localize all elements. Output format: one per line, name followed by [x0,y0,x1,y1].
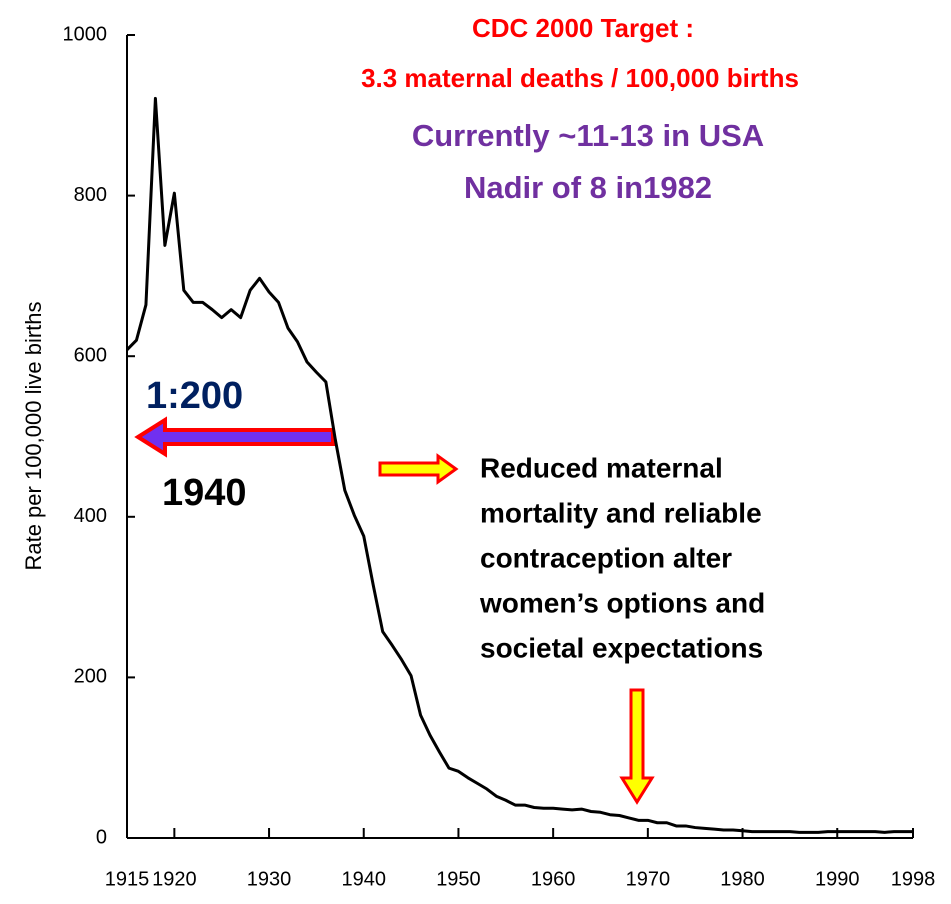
x-tick-label: 1915 [105,868,150,890]
annotation: women’s options and [479,587,765,618]
annotation: Currently ~11-13 in USA [412,118,764,153]
annotation: mortality and reliable [480,497,762,528]
annotation: 1:200 [146,375,243,417]
arrows [134,416,655,805]
data-line [125,96,913,834]
y-tick-label: 400 [74,505,107,527]
x-tick-label: 1940 [341,868,386,890]
x-tick-label: 1998 [891,868,936,890]
x-tick-label: 1930 [247,868,292,890]
right-arrow [378,453,459,485]
y-tick-label: 600 [74,344,107,366]
annotation: 1940 [162,472,247,514]
y-tick-label: 200 [74,666,107,688]
y-tick-label: 800 [74,184,107,206]
left-arrow [134,416,335,458]
annotation: 3.3 maternal deaths / 100,000 births [361,63,799,93]
y-tick-label: 0 [96,826,107,848]
x-tick-label: 1970 [626,868,671,890]
y-tick-label: 1000 [63,23,108,45]
down-arrow [619,688,655,805]
axes [126,35,913,839]
annotation: contraception alter [480,542,732,573]
x-tick-label: 1920 [152,868,197,890]
annotation: societal expectations [480,632,763,663]
annotation: CDC 2000 Target : [472,13,694,43]
x-tick-label: 1960 [531,868,576,890]
annotation: Nadir of 8 in1982 [464,170,712,205]
x-tick-label: 1980 [720,868,765,890]
y-axis-label: Rate per 100,000 live births [21,301,46,570]
annotation: Reduced maternal [480,452,723,483]
x-tick-label: 1950 [436,868,481,890]
x-tick-label: 1990 [815,868,860,890]
